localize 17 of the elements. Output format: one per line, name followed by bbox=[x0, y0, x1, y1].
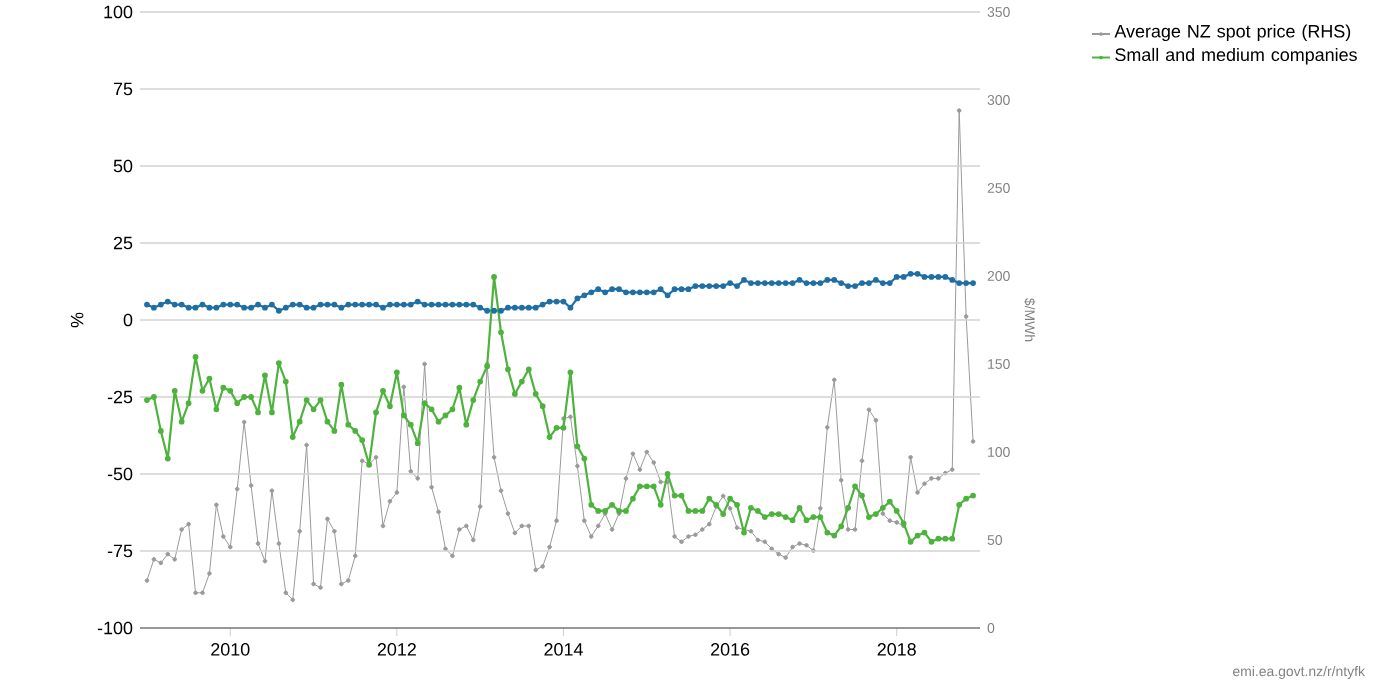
y-tick-label: -100 bbox=[97, 621, 133, 635]
y-tick-label: 50 bbox=[113, 159, 133, 173]
y-tick-label: 25 bbox=[113, 236, 133, 250]
y-tick-label: -50 bbox=[107, 467, 133, 481]
x-tick-label: 2018 bbox=[877, 643, 916, 656]
y-tick-label: -25 bbox=[107, 390, 133, 404]
x-tick-label: 2014 bbox=[544, 643, 583, 656]
y-tick-label: -75 bbox=[107, 544, 133, 558]
x-tick-label: 2012 bbox=[377, 643, 416, 656]
y-tick-label: 75 bbox=[113, 82, 133, 96]
legend-label: Small and medium companies bbox=[1115, 47, 1357, 65]
y-tick-label: 100 bbox=[104, 5, 133, 19]
legend-label: Average NZ spot price (RHS) bbox=[1114, 24, 1351, 42]
y-axis-title: % bbox=[70, 312, 84, 328]
x-tick-label: 2010 bbox=[211, 643, 250, 656]
y-tick-label: 0 bbox=[123, 313, 133, 327]
x-tick-label: 2016 bbox=[711, 643, 750, 656]
